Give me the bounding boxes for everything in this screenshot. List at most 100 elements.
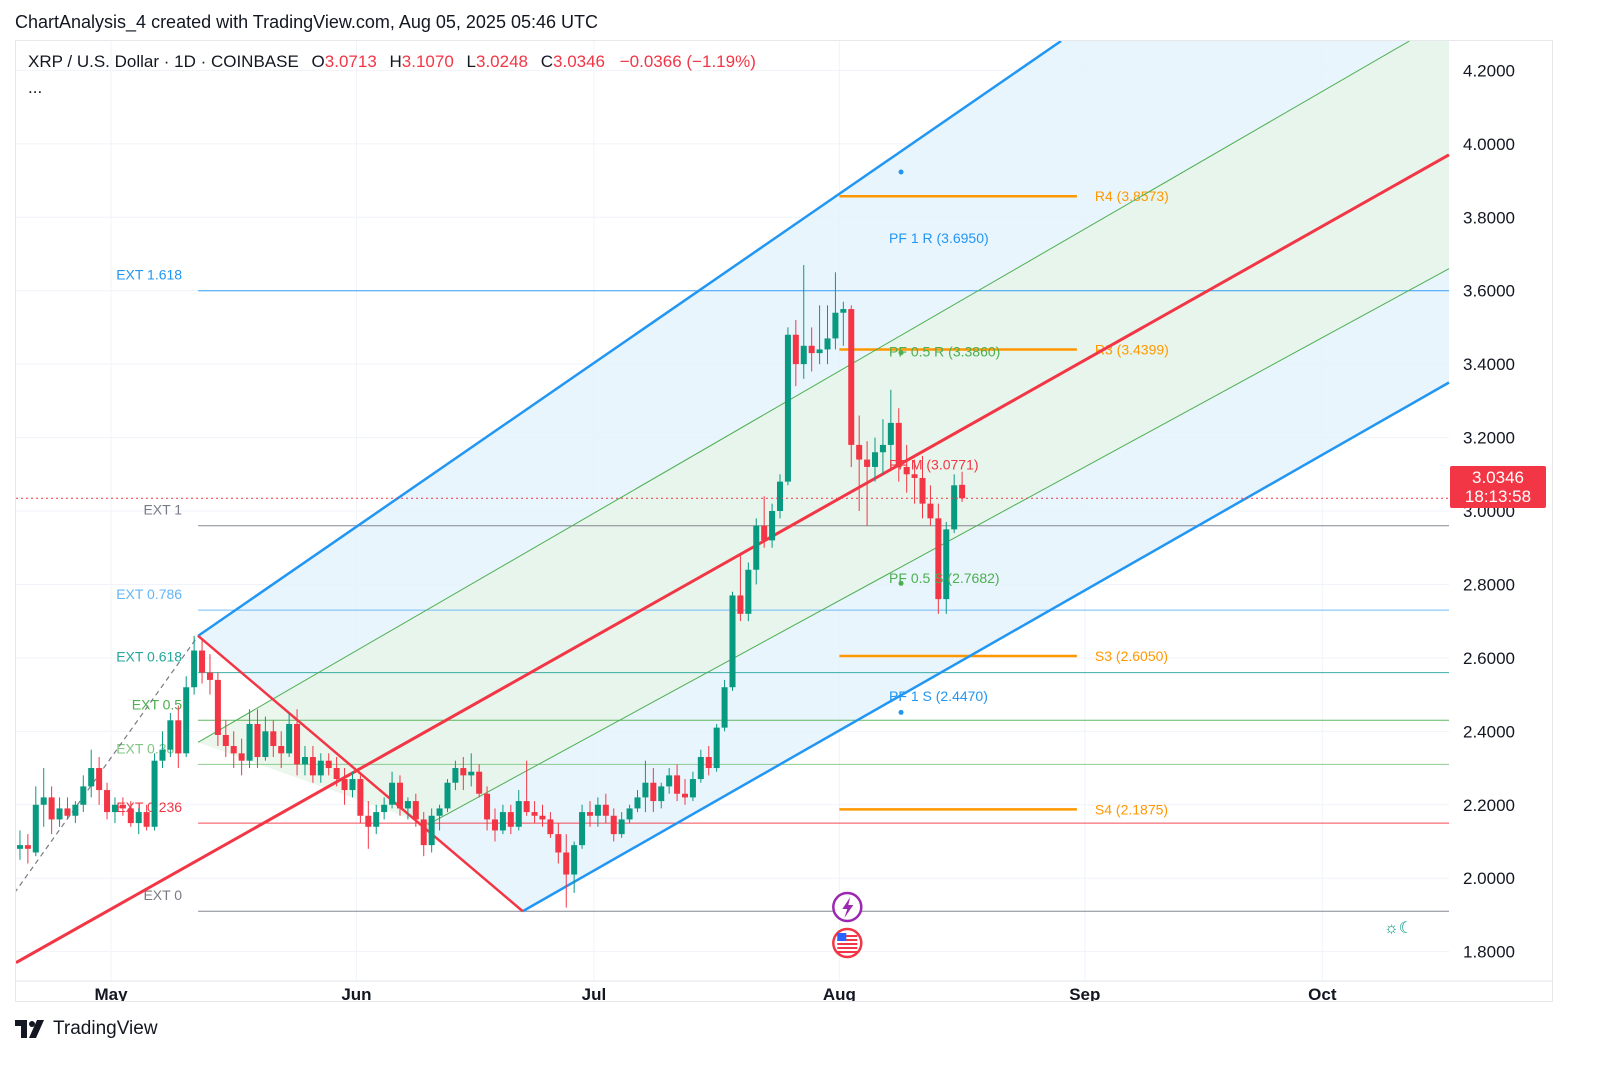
fib-extension-label: EXT 0: [143, 887, 182, 903]
chart-caption: ChartAnalysis_4 created with TradingView…: [15, 12, 598, 32]
candle-body: [610, 815, 617, 835]
candle-body: [903, 466, 910, 475]
pitchfork-level-label: PF M (3.0771): [889, 457, 978, 473]
fib-extension-label: EXT 0.5: [132, 696, 183, 712]
candle-body: [286, 723, 293, 754]
candle-body: [230, 746, 237, 754]
candle-body: [246, 723, 253, 761]
lightning-event-icon: [832, 891, 863, 923]
symbol-name[interactable]: XRP / U.S. Dollar · 1D · COINBASE: [28, 52, 299, 71]
candle-body: [547, 819, 554, 835]
candle-body: [705, 757, 712, 769]
x-axis-tick-label: Jun: [341, 985, 371, 1001]
x-axis-tick-label: Aug: [823, 985, 856, 1001]
y-axis-tick-label: 1.8000: [1463, 943, 1515, 962]
pitchfork-anchor-dot: [898, 350, 904, 356]
candle-body: [468, 771, 475, 776]
chart-frame[interactable]: EXT 1.618 EXT 1 EXT 0.786 EXT 0.618 EXT 0.5 E…: [15, 40, 1553, 1002]
candle-body: [618, 819, 625, 835]
candle-body: [816, 349, 823, 354]
pitchfork-anchor-dot: [898, 169, 904, 175]
candle-body: [127, 808, 134, 824]
candle-body: [238, 753, 245, 761]
x-axis-tick-label: Sep: [1069, 985, 1100, 1001]
candle-body: [143, 812, 150, 827]
pivot-level-label: S4 (2.1875): [1095, 801, 1168, 817]
candlestick-chart[interactable]: EXT 1.618 EXT 1 EXT 0.786 EXT 0.618 EXT 0.5 E…: [16, 41, 1552, 1001]
pitchfork-level-label: PF 1 S (2.4470): [889, 688, 988, 704]
candle-body: [840, 309, 847, 313]
candle-body: [491, 819, 498, 831]
candle-body: [333, 768, 340, 780]
y-axis-tick-label: 4.2000: [1463, 61, 1515, 80]
pitchfork-upper-line: [197, 41, 1062, 637]
candle-body: [507, 812, 514, 827]
candle-body: [40, 797, 47, 805]
pivot-level-label: R4 (3.8573): [1095, 188, 1169, 204]
candle-body: [104, 790, 111, 813]
low-label: L: [466, 52, 476, 71]
brand-name: TradingView: [53, 1018, 158, 1039]
pitchfork-anchor-dot: [898, 580, 904, 586]
y-axis-tick-label: 3.6000: [1463, 282, 1515, 301]
candle-body: [563, 852, 570, 875]
symbol-legend[interactable]: XRP / U.S. Dollar · 1D · COINBASE O3.071…: [28, 52, 756, 72]
candle-body: [349, 779, 356, 791]
candle-body: [111, 804, 118, 813]
low-value: 3.0248: [476, 52, 528, 71]
candle-body: [32, 804, 39, 853]
candle-body: [341, 779, 348, 791]
high-label: H: [389, 52, 402, 71]
x-axis-tick-label: Oct: [1308, 985, 1337, 1001]
pitchfork-handle-line: [197, 634, 524, 913]
candle-body: [484, 793, 491, 820]
candle-body: [634, 797, 641, 809]
candle-body: [428, 815, 435, 846]
candle-body: [602, 804, 609, 816]
candle-body: [357, 779, 364, 816]
tradingview-logo[interactable]: TradingView: [15, 1018, 158, 1040]
candle-body: [832, 312, 839, 339]
candle-body: [674, 775, 681, 794]
pitchfork-median-line: [16, 153, 1450, 964]
candle-body: [666, 775, 673, 787]
pitchfork-lower-line: [522, 381, 1450, 913]
more-menu[interactable]: ...: [28, 78, 43, 97]
candle-body: [72, 804, 79, 816]
candle-body: [864, 459, 871, 467]
candle-body: [571, 845, 578, 875]
candle-body: [713, 727, 720, 769]
open-label: O: [311, 52, 325, 71]
fib-extension-label: EXT 0.618: [116, 649, 182, 665]
candle-body: [222, 734, 229, 746]
candle-body: [523, 801, 530, 813]
candle-body: [444, 782, 451, 809]
candle-body: [167, 720, 174, 750]
candle-body: [56, 808, 63, 820]
candle-body: [531, 812, 538, 816]
candle-body: [389, 782, 396, 805]
y-axis-tick-label: 2.8000: [1463, 575, 1515, 594]
last-price-tag: 3.0346 18:13:58: [1450, 466, 1546, 508]
candle-body: [594, 804, 601, 816]
us-flag-stripe: [837, 939, 858, 941]
tradingview-logo-icon: [15, 1020, 44, 1038]
high-value: 3.1070: [401, 52, 454, 71]
candle-body: [135, 812, 142, 824]
candle-body: [278, 746, 285, 754]
candle-body: [895, 422, 902, 467]
pivot-level-label: S3 (2.6050): [1095, 648, 1168, 664]
us-flag-stripe: [837, 935, 858, 937]
candle-body: [856, 444, 863, 460]
candle-body: [539, 815, 546, 820]
candle-body: [586, 812, 594, 816]
candle-body: [871, 452, 879, 467]
candle-body: [325, 760, 332, 769]
sun-moon-icon[interactable]: ☼☾: [1384, 920, 1414, 937]
candle-body: [776, 481, 784, 511]
candle-body: [317, 760, 324, 776]
candle-body: [476, 771, 483, 794]
candle-body: [761, 525, 768, 541]
us-flag-stripe: [837, 943, 858, 945]
x-axis-tick-label: May: [94, 985, 128, 1001]
